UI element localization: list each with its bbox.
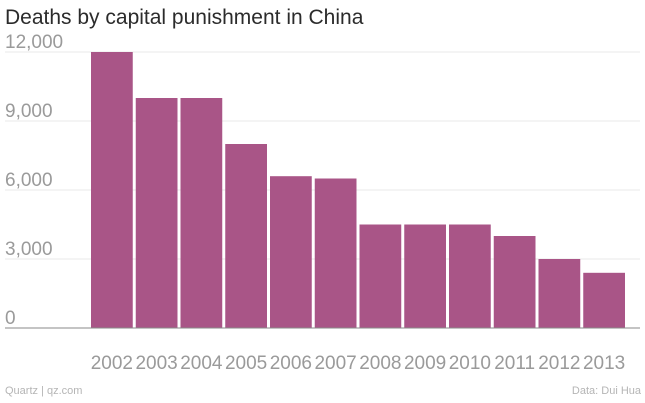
x-axis-ticks: 2002 2003 2004 2005 2006 2007 2008 2009 2010 2011… xyxy=(91,353,626,374)
bar-2003 xyxy=(135,98,178,328)
bar-2006 xyxy=(270,176,312,328)
bar-2007 xyxy=(314,178,357,328)
x-tick-label: 2011 xyxy=(494,353,535,374)
bar-2013 xyxy=(583,272,625,328)
x-tick-label: 2006 xyxy=(270,353,312,374)
bar-2004 xyxy=(180,98,223,328)
source-text: Data: Dui Hua xyxy=(571,385,641,397)
credit-text: Quartz | qz.com xyxy=(5,385,83,397)
y-tick-label: 0 xyxy=(5,308,16,329)
x-tick-label: 2012 xyxy=(538,353,580,374)
y-tick-label: 12,000 xyxy=(5,32,63,53)
x-tick-label: 2005 xyxy=(225,353,267,374)
x-tick-label: 2009 xyxy=(404,353,446,374)
y-tick-label: 6,000 xyxy=(5,170,53,191)
bar-2005 xyxy=(225,144,267,328)
bar-2009 xyxy=(404,224,446,328)
x-tick-label: 2010 xyxy=(449,353,491,374)
y-axis-ticks: 0 3,000 6,000 9,000 12,000 xyxy=(5,32,63,329)
bar-2012 xyxy=(538,259,581,328)
x-tick-label: 2008 xyxy=(359,353,401,374)
bar-2010 xyxy=(449,224,491,328)
y-tick-label: 3,000 xyxy=(5,239,53,260)
bar-2002 xyxy=(91,52,133,328)
x-tick-label: 2003 xyxy=(135,353,177,374)
x-tick-label: 2004 xyxy=(180,353,223,374)
bars xyxy=(91,52,625,328)
bar-2008 xyxy=(359,224,402,328)
x-tick-label: 2013 xyxy=(583,353,625,374)
x-tick-label: 2002 xyxy=(91,353,133,374)
chart-title: Deaths by capital punishment in China xyxy=(5,6,364,29)
x-tick-label: 2007 xyxy=(314,353,356,374)
bar-2011 xyxy=(493,236,536,328)
y-tick-label: 9,000 xyxy=(5,101,53,122)
